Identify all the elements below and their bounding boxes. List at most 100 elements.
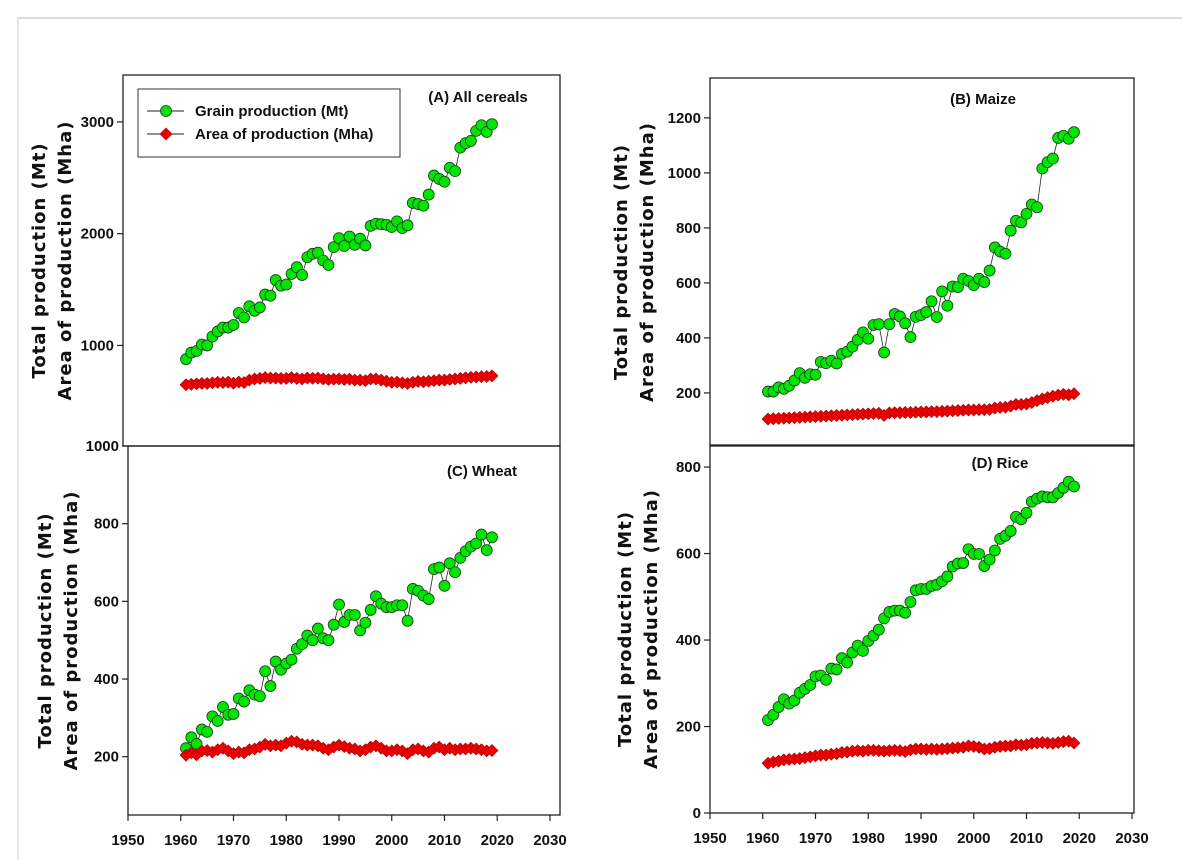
data-point <box>1020 207 1033 220</box>
data-point <box>449 566 461 579</box>
x-tick-label: 1980 <box>270 832 303 849</box>
data-point <box>862 332 875 345</box>
data-point <box>201 339 214 352</box>
data-point <box>322 259 335 271</box>
x-tick-label: 2000 <box>375 832 408 849</box>
y-tick-label: 400 <box>676 632 701 649</box>
data-point <box>872 623 885 636</box>
data-point <box>227 319 240 331</box>
data-point <box>830 357 843 370</box>
x-tick-label: 2020 <box>1063 830 1096 847</box>
y-tick-label: 1000 <box>668 165 701 182</box>
data-point <box>983 264 996 277</box>
x-tick-label: 2010 <box>1010 830 1043 847</box>
x-tick-label: 2030 <box>533 832 566 849</box>
data-point <box>941 570 954 583</box>
y-axis-label-production: Total production (Mt) <box>35 512 56 748</box>
x-tick-label: 1990 <box>322 832 355 849</box>
data-point <box>311 622 324 635</box>
data-point <box>227 708 240 720</box>
legend-circle-marker <box>160 105 172 117</box>
x-tick-label: 2020 <box>481 832 514 849</box>
data-point <box>396 599 409 612</box>
panel-title: (D) Rice <box>972 455 1029 472</box>
y-axis-label-area: Area of production (Mha) <box>637 122 658 402</box>
data-point <box>485 369 499 383</box>
series-grain-production <box>762 126 1080 398</box>
data-point <box>1068 480 1080 493</box>
data-point <box>1031 201 1043 214</box>
x-tick-label: 1950 <box>693 830 726 847</box>
data-point <box>1067 387 1081 401</box>
data-point <box>253 690 266 703</box>
x-tick-label: 2000 <box>957 830 990 847</box>
data-point <box>475 528 488 541</box>
y-tick-label: 600 <box>676 546 701 563</box>
y-axis-label-area: Area of production (Mha) <box>641 489 662 769</box>
data-point <box>883 318 896 331</box>
figure-frame-left <box>17 17 19 860</box>
data-point <box>449 165 461 178</box>
data-point <box>841 656 854 669</box>
y-tick-label: 400 <box>676 330 701 347</box>
x-tick-label: 1960 <box>746 830 779 847</box>
panel-c: 200 400 600 800 1000 1950 1960 1970 1980 1990 2000… <box>35 438 567 849</box>
data-point <box>264 289 277 302</box>
y-axis-label-production: Total production (Mt) <box>29 142 50 378</box>
data-point <box>486 118 498 131</box>
data-point <box>464 135 477 147</box>
series-area-of-production <box>761 734 1081 770</box>
data-point <box>359 616 372 629</box>
y-tick-label: 600 <box>94 593 119 610</box>
data-point <box>359 239 372 252</box>
data-point <box>1046 152 1059 165</box>
legend: Grain production (Mt) Area of production … <box>137 88 401 158</box>
data-point <box>930 311 943 323</box>
data-point <box>857 644 869 657</box>
data-point <box>809 368 822 381</box>
data-point <box>936 285 948 298</box>
y-axis-label-production: Total production (Mt) <box>611 144 632 380</box>
y-tick-label: 800 <box>94 516 119 533</box>
figure-frame-top <box>17 17 1182 19</box>
data-point <box>211 715 224 727</box>
y-axis-label-production: Total production (Mt) <box>615 511 636 747</box>
data-point <box>322 634 335 647</box>
data-point <box>820 673 832 686</box>
data-point <box>920 306 933 318</box>
data-point <box>422 593 435 605</box>
data-point <box>830 663 843 676</box>
data-point <box>872 318 885 331</box>
data-point <box>333 598 345 611</box>
y-tick-label: 2000 <box>81 226 114 243</box>
data-point <box>925 295 938 308</box>
y-tick-label: 200 <box>676 719 701 736</box>
data-point <box>1004 525 1017 537</box>
data-point <box>904 596 917 608</box>
data-point <box>804 679 817 691</box>
x-tick-label: 1950 <box>111 832 144 849</box>
data-point <box>485 744 499 757</box>
data-point <box>259 665 272 678</box>
data-point <box>422 188 435 201</box>
panel-title: (C) Wheat <box>447 463 517 480</box>
plot-frame <box>709 444 1135 814</box>
y-tick-label: 200 <box>94 749 119 766</box>
data-point <box>238 311 250 324</box>
data-point <box>438 175 451 188</box>
data-point <box>952 281 964 293</box>
data-point <box>978 276 991 288</box>
data-point <box>480 544 493 556</box>
data-point <box>417 199 430 212</box>
y-tick-label: 400 <box>94 671 119 688</box>
panel-title: (A) All cereals <box>428 89 528 106</box>
y-tick-label: 3000 <box>81 114 114 131</box>
data-point <box>438 579 451 592</box>
y-tick-label: 0 <box>693 805 701 822</box>
data-point <box>878 346 890 359</box>
data-point <box>899 317 912 330</box>
x-tick-label: 2030 <box>1115 830 1148 847</box>
data-point <box>264 680 277 692</box>
